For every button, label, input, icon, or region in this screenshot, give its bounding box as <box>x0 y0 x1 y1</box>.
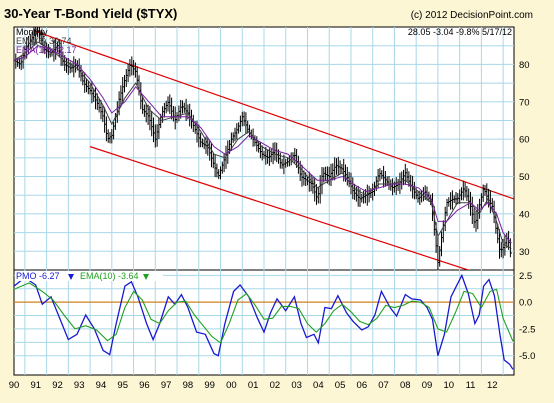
copyright-text: (c) 2012 DecisionPoint.com <box>411 10 533 21</box>
x-tick-label: 02 <box>270 380 281 391</box>
chart-title: 30-Year T-Bond Yield ($TYX) <box>4 6 177 21</box>
pmo-lines <box>14 273 514 370</box>
x-tick-label: 10 <box>443 380 454 391</box>
x-tick-label: 99 <box>204 380 215 391</box>
ema-lines <box>14 41 512 249</box>
x-tick-label: 91 <box>30 380 41 391</box>
pmo-legend: PMO -6.27 <box>16 271 60 281</box>
ema10-legend: EMA(10) 32.17 <box>16 45 77 55</box>
x-tick-label: 01 <box>248 380 259 391</box>
trendlines <box>33 30 514 270</box>
pmo-legend-bg <box>15 271 163 281</box>
pmo-line <box>14 273 514 370</box>
pmo-ema-legend: EMA(10) -3.64 <box>80 271 139 281</box>
x-tick-label: 04 <box>313 380 324 391</box>
price-y-tick-label: 50 <box>519 172 530 183</box>
x-tick-label: 12 <box>487 380 498 391</box>
pmo-y-tick-label: -5.0 <box>519 351 535 362</box>
x-tick-label: 92 <box>52 380 63 391</box>
ema10-line <box>14 45 512 244</box>
x-tick-label: 07 <box>378 380 389 391</box>
pmo-y-tick-label: 0.0 <box>519 298 532 309</box>
quote-text: 28.05 -3.04 -9.8% 5/17/12 <box>408 27 512 37</box>
x-tick-label: 09 <box>422 380 433 391</box>
upper-channel-line <box>33 30 514 200</box>
x-tick-label: 98 <box>183 380 194 391</box>
x-tick-label: 97 <box>161 380 172 391</box>
x-tick-label: 06 <box>357 380 368 391</box>
price-y-tick-label: 80 <box>519 60 530 71</box>
x-tick-label: 00 <box>226 380 237 391</box>
x-tick-label: 94 <box>96 380 107 391</box>
pmo-y-axis: 2.5 0.0 -2.5 -5.0 <box>519 271 535 362</box>
pmo-y-tick-label: -2.5 <box>519 324 535 335</box>
x-tick-label: 03 <box>291 380 302 391</box>
ema6-legend: EMA(6) 30.74 <box>16 36 72 46</box>
price-y-tick-label: 40 <box>519 209 530 220</box>
pmo-ema-down-arrow-icon <box>143 274 149 280</box>
price-y-tick-label: 60 <box>519 135 530 146</box>
x-tick-label: 08 <box>400 380 411 391</box>
x-tick-label: 11 <box>466 380 476 391</box>
pmo-ema-line <box>14 282 514 344</box>
price-y-axis: 30 40 50 60 70 80 <box>519 60 530 258</box>
x-axis: 90 91 92 93 94 95 96 97 98 99 00 01 02 03 04 05 06 07 08 09… <box>9 380 498 391</box>
lower-channel-line <box>89 146 471 270</box>
pmo-y-tick-label: 2.5 <box>519 271 532 282</box>
x-tick-label: 90 <box>9 380 20 391</box>
x-tick-label: 95 <box>117 380 128 391</box>
x-tick-label: 93 <box>74 380 85 391</box>
x-tick-label: 05 <box>335 380 346 391</box>
x-tick-label: 96 <box>139 380 150 391</box>
price-y-tick-label: 70 <box>519 97 530 108</box>
period-label: Monthly <box>16 27 48 37</box>
price-y-tick-label: 30 <box>519 247 530 258</box>
pmo-down-arrow-icon <box>68 274 74 280</box>
